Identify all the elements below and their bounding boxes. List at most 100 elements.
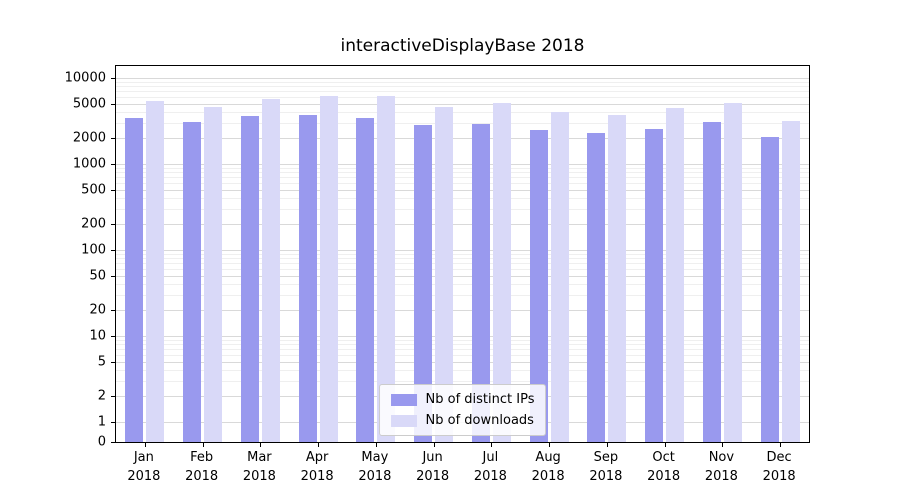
gridline-minor [116,167,809,169]
gridline-minor [116,81,809,83]
bar-downloads-nov [723,103,742,442]
x-tick-mark [202,443,204,447]
y-tick-label-1: 1 [97,414,106,430]
bar-distinct-ips-apr [298,115,317,442]
x-axis-tick-labels: Jan 2018 Feb 2018 Mar 2018 Apr 2018 May 2018… [115,449,810,493]
bar-downloads-apr [319,95,338,442]
y-tick-label-1000: 1000 [72,156,106,172]
gridline-minor [116,86,809,88]
y-tick-mark [111,224,115,226]
gridline-minor [116,97,809,99]
x-tick-mark [780,443,782,447]
x-tick-label-feb: Feb 2018 [185,450,219,484]
gridline-minor [116,172,809,174]
y-tick-mark [111,164,115,165]
gridline-minor [116,269,809,271]
gridline-major [116,78,809,79]
x-tick-label-jan: Jan 2018 [127,450,161,484]
x-tick-label-aug: Aug 2018 [531,450,565,484]
x-tick-label-apr: Apr 2018 [300,450,334,484]
legend-label-downloads: Nb of downloads [425,413,534,428]
bar-distinct-ips-mar [240,116,259,442]
bar-downloads-jan [146,101,165,442]
bar-downloads-jul [492,103,511,442]
bar-distinct-ips-jan [125,118,144,442]
chart-title: interactiveDisplayBase 2018 [340,36,585,56]
x-tick-label-may: May 2018 [358,450,392,484]
gridline-minor [116,344,809,346]
y-tick-label-500: 500 [81,182,106,198]
bar-downloads-mar [261,99,280,442]
y-tick-label-200: 200 [81,216,106,232]
y-tick-mark [111,78,115,79]
gridline-minor [116,355,809,357]
y-tick-label-2: 2 [97,388,106,404]
legend-swatch-downloads [390,414,417,427]
bar-downloads-sep [608,115,627,442]
y-tick-label-20: 20 [89,302,106,318]
y-axis-tick-labels: 0 1 2 5 10 20 50 100 200 500 1000 2000 5000 10000 [0,65,106,450]
bar-distinct-ips-aug [529,129,548,442]
gridline-major [116,250,809,251]
gridline-major [116,189,809,191]
x-tick-label-mar: Mar 2018 [242,450,276,484]
x-tick-mark [722,443,724,447]
x-tick-label-oct: Oct 2018 [647,450,681,484]
y-tick-mark [111,138,115,140]
y-tick-label-0: 0 [97,434,106,450]
y-tick-mark [111,442,115,443]
x-tick-mark [606,443,608,447]
y-tick-mark [111,275,115,277]
gridline-minor [116,339,809,341]
gridline-major [116,336,809,337]
gridline-major [116,103,809,105]
gridline-minor [116,263,809,265]
x-tick-mark [260,443,262,447]
x-tick-label-sep: Sep 2018 [589,450,623,484]
bar-distinct-ips-jul [471,123,490,442]
gridline-minor [116,198,809,200]
gridline-minor [116,370,809,372]
gridline-minor [116,177,809,179]
bar-distinct-ips-nov [702,121,721,442]
gridline-minor [116,253,809,255]
y-tick-label-100: 100 [81,242,106,258]
y-tick-label-2000: 2000 [72,130,106,146]
y-tick-mark [111,310,115,312]
x-tick-label-nov: Nov 2018 [704,450,738,484]
legend-item-distinct-ips: Nb of distinct IPs [390,392,535,407]
x-tick-mark [664,443,666,447]
gridline-major [116,164,809,165]
gridline-minor [116,284,809,286]
y-tick-mark [111,189,115,191]
bar-distinct-ips-dec [760,137,779,442]
x-tick-mark [549,443,551,447]
y-tick-label-5000: 5000 [72,96,106,112]
bar-distinct-ips-sep [587,132,606,442]
gridline-major [116,275,809,277]
bar-downloads-feb [204,107,223,442]
legend-label-distinct-ips: Nb of distinct IPs [425,392,535,407]
x-tick-mark [491,443,493,447]
x-tick-label-dec: Dec 2018 [762,450,796,484]
gridline-minor [116,208,809,210]
gridline-major [116,310,809,312]
y-tick-label-5: 5 [97,354,106,370]
bar-distinct-ips-jun [414,124,433,442]
gridline-minor [116,258,809,260]
bar-downloads-dec [781,121,800,442]
y-tick-mark [111,103,115,105]
x-tick-mark [144,443,146,447]
y-tick-label-10: 10 [89,328,106,344]
bar-downloads-aug [550,111,569,442]
gridline-major [116,224,809,226]
bar-downloads-oct [666,107,685,442]
legend-swatch-distinct-ips [390,393,417,406]
bar-downloads-may [377,95,396,442]
y-tick-mark [111,422,115,423]
y-tick-label-10000: 10000 [64,70,106,86]
bar-distinct-ips-oct [645,129,664,442]
x-tick-label-jul: Jul 2018 [473,450,507,484]
x-tick-mark [375,443,377,447]
